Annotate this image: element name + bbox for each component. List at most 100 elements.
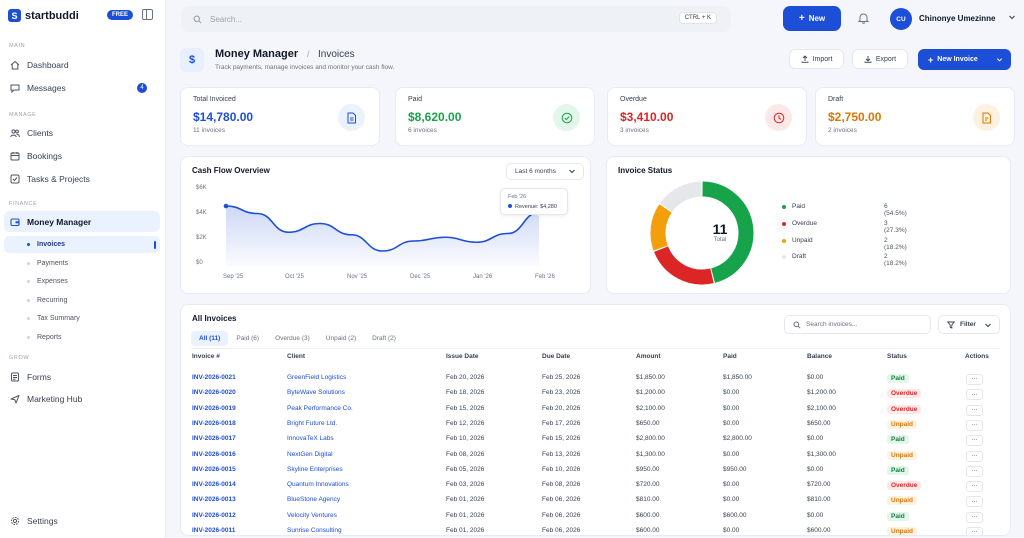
client-link[interactable]: Velocity Ventures	[287, 511, 337, 519]
invoice-number-link[interactable]: INV-2026-0015	[192, 465, 236, 473]
sidebar-item-settings[interactable]: Settings	[4, 510, 160, 531]
client-link[interactable]: BlueStone Agency	[287, 496, 341, 504]
client-link[interactable]: Sunrise Consulting	[287, 527, 342, 534]
sidebar-item-money-manager[interactable]: Money Manager	[4, 211, 160, 232]
column-header-due-date[interactable]: Due Date	[542, 353, 571, 360]
donut-slice-draft[interactable]	[659, 181, 702, 213]
stat-label: Overdue	[620, 96, 647, 103]
chevron-down-icon[interactable]	[996, 56, 1003, 63]
stat-count: 3 invoices	[620, 127, 649, 134]
row-actions-icon[interactable]: ···	[966, 450, 983, 462]
invoice-number-link[interactable]: INV-2026-0014	[192, 481, 236, 489]
donut-slice-overdue[interactable]	[654, 246, 714, 285]
sidebar-item-marketing-hub[interactable]: Marketing Hub	[4, 388, 160, 409]
invoice-number-link[interactable]: INV-2026-0021	[192, 374, 236, 381]
table-row[interactable]: INV-2026-0015 Skyline Enterprises Feb 05, …	[181, 463, 1010, 478]
invoice-number-link[interactable]: INV-2026-0013	[192, 496, 236, 504]
cell-amount: $650.00	[636, 419, 660, 427]
client-link[interactable]: ByteWave Solutions	[287, 389, 345, 397]
client-link[interactable]: Quantum Innovations	[287, 481, 349, 489]
filter-button[interactable]: Filter	[938, 315, 1000, 334]
global-search-input[interactable]: Search... CTRL + K	[181, 6, 731, 32]
table-row[interactable]: INV-2026-0019 Peak Performance Co. Feb 15,…	[181, 402, 1010, 417]
table-row[interactable]: INV-2026-0018 Bright Future Ltd. Feb 12, 2…	[181, 417, 1010, 432]
donut-slice-paid[interactable]	[702, 181, 754, 283]
sidebar-item-clients[interactable]: Clients	[4, 122, 160, 143]
export-button[interactable]: Export	[852, 49, 908, 69]
range-select[interactable]: Last 6 months	[506, 163, 584, 180]
client-link[interactable]: NextGen Digital	[287, 450, 333, 458]
column-header-amount[interactable]: Amount	[636, 353, 661, 360]
new-invoice-button[interactable]: + New Invoice	[918, 49, 1011, 70]
stat-card-paid[interactable]: Paid $8,620.00 6 invoices	[395, 87, 595, 146]
sidebar-item-dashboard[interactable]: Dashboard	[4, 54, 160, 75]
column-header-status[interactable]: Status	[887, 353, 907, 360]
table-row[interactable]: INV-2026-0013 BlueStone Agency Feb 01, 202…	[181, 493, 1010, 508]
donut-slice-unpaid[interactable]	[650, 204, 672, 251]
cell-issue: Feb 05, 2026	[446, 465, 485, 473]
row-actions-icon[interactable]: ···	[966, 481, 983, 493]
sidebar-subitem-recurring[interactable]: Recurring	[4, 292, 160, 309]
row-actions-icon[interactable]: ···	[966, 404, 983, 416]
invoice-number-link[interactable]: INV-2026-0016	[192, 450, 236, 458]
invoice-number-link[interactable]: INV-2026-0012	[192, 511, 236, 519]
invoice-number-link[interactable]: INV-2026-0019	[192, 404, 236, 412]
sidebar-subitem-payments[interactable]: Payments	[4, 255, 160, 272]
client-link[interactable]: Peak Performance Co.	[287, 404, 353, 412]
column-header-balance[interactable]: Balance	[807, 353, 832, 360]
table-row[interactable]: INV-2026-0016 NextGen Digital Feb 08, 2026…	[181, 448, 1010, 463]
sidebar-collapse-icon[interactable]	[142, 9, 153, 20]
sidebar-subitem-tax-summary[interactable]: Tax Summary	[4, 310, 160, 327]
stat-card-overdue[interactable]: Overdue $3,410.00 3 invoices	[607, 87, 807, 146]
table-row[interactable]: INV-2026-0014 Quantum Innovations Feb 03, …	[181, 478, 1010, 493]
column-header-paid[interactable]: Paid	[723, 353, 737, 360]
row-actions-icon[interactable]: ···	[966, 511, 983, 523]
stat-card-draft[interactable]: Draft $2,750.00 2 invoices	[815, 87, 1015, 146]
row-actions-icon[interactable]: ···	[966, 374, 983, 385]
client-link[interactable]: GreenField Logistics	[287, 374, 347, 381]
row-actions-icon[interactable]: ···	[966, 435, 983, 447]
new-button[interactable]: + New	[783, 6, 841, 31]
avatar[interactable]: CU	[890, 8, 912, 30]
user-name[interactable]: Chinonye Umezinne	[919, 14, 996, 23]
row-actions-icon[interactable]: ···	[966, 465, 983, 477]
row-actions-icon[interactable]: ···	[966, 527, 983, 535]
invoice-number-link[interactable]: INV-2026-0017	[192, 435, 236, 443]
sidebar-subitem-invoices[interactable]: Invoices	[4, 236, 160, 253]
chevron-down-icon[interactable]	[1008, 13, 1016, 21]
tab-draft[interactable]: Draft (2)	[372, 335, 396, 342]
table-row[interactable]: INV-2026-0020 ByteWave Solutions Feb 18, 2…	[181, 386, 1010, 401]
stat-card-total-invoiced[interactable]: Total Invoiced $14,780.00 11 invoices	[180, 87, 380, 146]
row-actions-icon[interactable]: ···	[966, 419, 983, 431]
app-logo[interactable]: S startbuddi	[8, 9, 79, 22]
row-actions-icon[interactable]: ···	[966, 389, 983, 401]
sidebar-item-forms[interactable]: Forms	[4, 366, 160, 387]
table-row[interactable]: INV-2026-0017 InnovaTeX Labs Feb 10, 2026 F…	[181, 432, 1010, 447]
invoice-number-link[interactable]: INV-2026-0020	[192, 389, 236, 397]
tab-all[interactable]: All (11)	[191, 331, 229, 346]
column-header-issue-date[interactable]: Issue Date	[446, 353, 479, 360]
sidebar-item-messages[interactable]: Messages 4	[4, 77, 160, 98]
tab-paid[interactable]: Paid (6)	[236, 335, 260, 342]
sidebar-item-bookings[interactable]: Bookings	[4, 145, 160, 166]
table-row[interactable]: INV-2026-0012 Velocity Ventures Feb 01, 20…	[181, 509, 1010, 524]
invoice-number-link[interactable]: INV-2026-0011	[192, 527, 236, 534]
sidebar-subitem-reports[interactable]: Reports	[4, 329, 160, 346]
column-header-invoice[interactable]: Invoice #	[192, 353, 220, 360]
sidebar-subitem-expenses[interactable]: Expenses	[4, 273, 160, 290]
column-header-client[interactable]: Client	[287, 353, 306, 360]
client-link[interactable]: InnovaTeX Labs	[287, 435, 334, 443]
invoice-search-input[interactable]: Search invoices...	[784, 315, 931, 334]
client-link[interactable]: Skyline Enterprises	[287, 465, 343, 473]
client-link[interactable]: Bright Future Ltd.	[287, 419, 338, 427]
table-row[interactable]: INV-2026-0021 GreenField Logistics Feb 20,…	[181, 371, 1010, 386]
import-button[interactable]: Import	[789, 49, 844, 69]
bell-icon[interactable]	[858, 12, 869, 24]
tab-unpaid[interactable]: Unpaid (2)	[325, 335, 357, 342]
tab-overdue[interactable]: Overdue (3)	[275, 335, 310, 342]
invoice-number-link[interactable]: INV-2026-0018	[192, 419, 236, 427]
table-row[interactable]: INV-2026-0011 Sunrise Consulting Feb 01, 2…	[181, 524, 1010, 535]
row-actions-icon[interactable]: ···	[966, 496, 983, 508]
legend-value: 2 (18.2%)	[884, 237, 907, 251]
sidebar-item-tasks[interactable]: Tasks & Projects	[4, 168, 160, 189]
